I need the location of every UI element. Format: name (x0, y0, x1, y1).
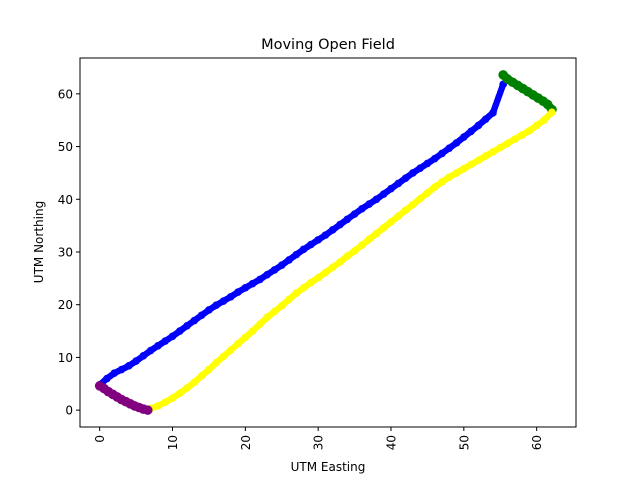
y-axis: 0 10 20 30 40 50 60 (58, 87, 80, 418)
data-marks (94, 70, 557, 415)
x-tick-label: 10 (166, 435, 180, 450)
y-tick-label: 60 (58, 87, 73, 101)
x-tick-label: 40 (385, 435, 399, 450)
x-tick-label: 30 (312, 435, 326, 450)
series-1 (95, 80, 507, 389)
plot-frame (79, 57, 577, 428)
y-axis-label: UTM Northing (32, 201, 46, 283)
x-axis-label: UTM Easting (291, 460, 366, 474)
x-tick-label: 20 (239, 435, 253, 450)
data-point (94, 381, 105, 391)
x-axis: 0 10 20 30 40 50 60 (93, 427, 544, 450)
y-tick-label: 30 (58, 245, 73, 259)
x-tick-label: 50 (457, 435, 471, 450)
y-tick-label: 50 (58, 140, 73, 154)
x-tick-label: 60 (530, 435, 544, 450)
chart-title: Moving Open Field (261, 37, 395, 53)
y-tick-label: 10 (58, 351, 73, 365)
series-2 (498, 70, 557, 115)
y-tick-label: 0 (65, 404, 73, 418)
plot-area-background (80, 58, 576, 427)
series-4 (94, 381, 153, 415)
x-tick-label: 0 (93, 435, 107, 443)
y-tick-label: 20 (58, 298, 73, 312)
y-tick-label: 40 (58, 193, 73, 207)
series-3 (143, 108, 556, 414)
